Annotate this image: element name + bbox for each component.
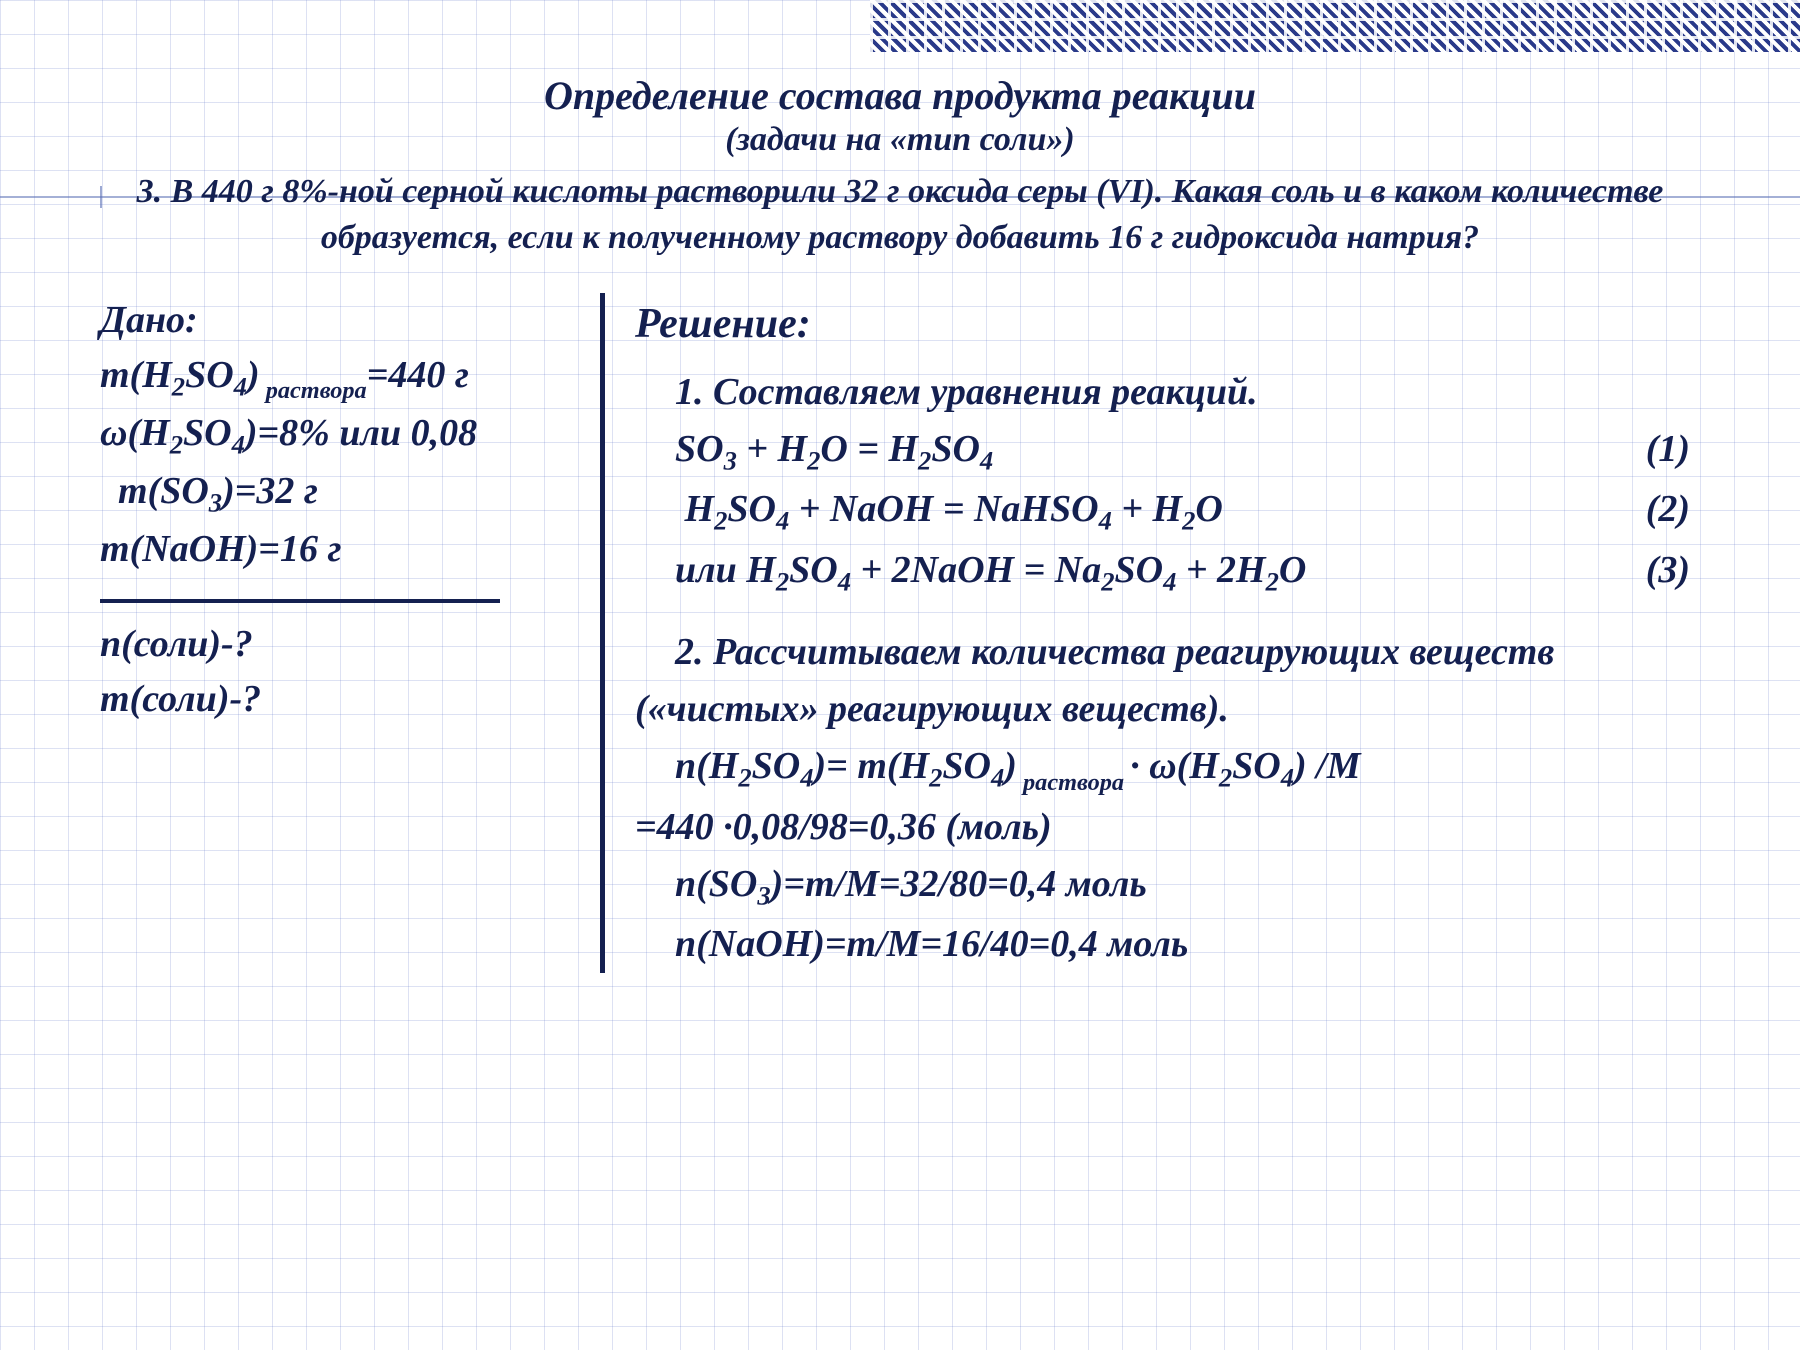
equation-1: SO3 + H2O = H2SO4 (1) <box>635 421 1700 481</box>
calc-1: n(H2SO4)= m(H2SO4) раствора · ω(H2SO4) /… <box>635 738 1700 798</box>
calc-3: n(NaOH)=m/M=16/40=0,4 моль <box>635 916 1700 973</box>
given-line-3: m(SO3)=32 г <box>100 464 570 522</box>
given-separator <box>100 599 500 603</box>
problem-statement: 3. В 440 г 8%-ной серной кислоты раствор… <box>100 169 1700 267</box>
calc-2: n(SO3)=m/M=32/80=0,4 моль <box>635 856 1700 916</box>
eq3-num: (3) <box>1646 542 1690 602</box>
step-1-heading: 1. Составляем уравнения реакций. <box>635 364 1700 421</box>
given-line-4: m(NaOH)=16 г <box>100 522 570 577</box>
eq2-num: (2) <box>1646 481 1690 541</box>
find-line-1: n(соли)-? <box>100 617 570 672</box>
given-block: Дано: m(H2SO4) раствора=440 г ω(H2SO4)=8… <box>100 293 570 973</box>
equation-3: или H2SO4 + 2NaOH = Na2SO4 + 2H2O (3) <box>635 542 1700 602</box>
solution-label: Решение: <box>635 293 1700 356</box>
find-line-2: m(соли)-? <box>100 672 570 727</box>
given-line-1: m(H2SO4) раствора=440 г <box>100 348 570 406</box>
equation-2: H2SO4 + NaOH = NaHSO4 + H2O (2) <box>635 481 1700 541</box>
calc-1b: =440 ·0,08/98=0,36 (моль) <box>635 799 1700 856</box>
body-columns: Дано: m(H2SO4) раствора=440 г ω(H2SO4)=8… <box>100 293 1700 973</box>
eq1-num: (1) <box>1646 421 1690 481</box>
given-label: Дано: <box>100 293 570 348</box>
spiral-binding <box>870 0 1800 52</box>
slide-content: Определение состава продукта реакции (за… <box>100 72 1700 973</box>
vertical-divider <box>600 293 605 973</box>
given-line-2: ω(H2SO4)=8% или 0,08 <box>100 406 570 464</box>
page-subtitle: (задачи на «тип соли») <box>100 121 1700 159</box>
page-title: Определение состава продукта реакции <box>100 72 1700 119</box>
solution-block: Решение: 1. Составляем уравнения реакций… <box>635 293 1700 973</box>
step-2-heading: 2. Рассчитываем количества реагирующих в… <box>635 624 1700 738</box>
